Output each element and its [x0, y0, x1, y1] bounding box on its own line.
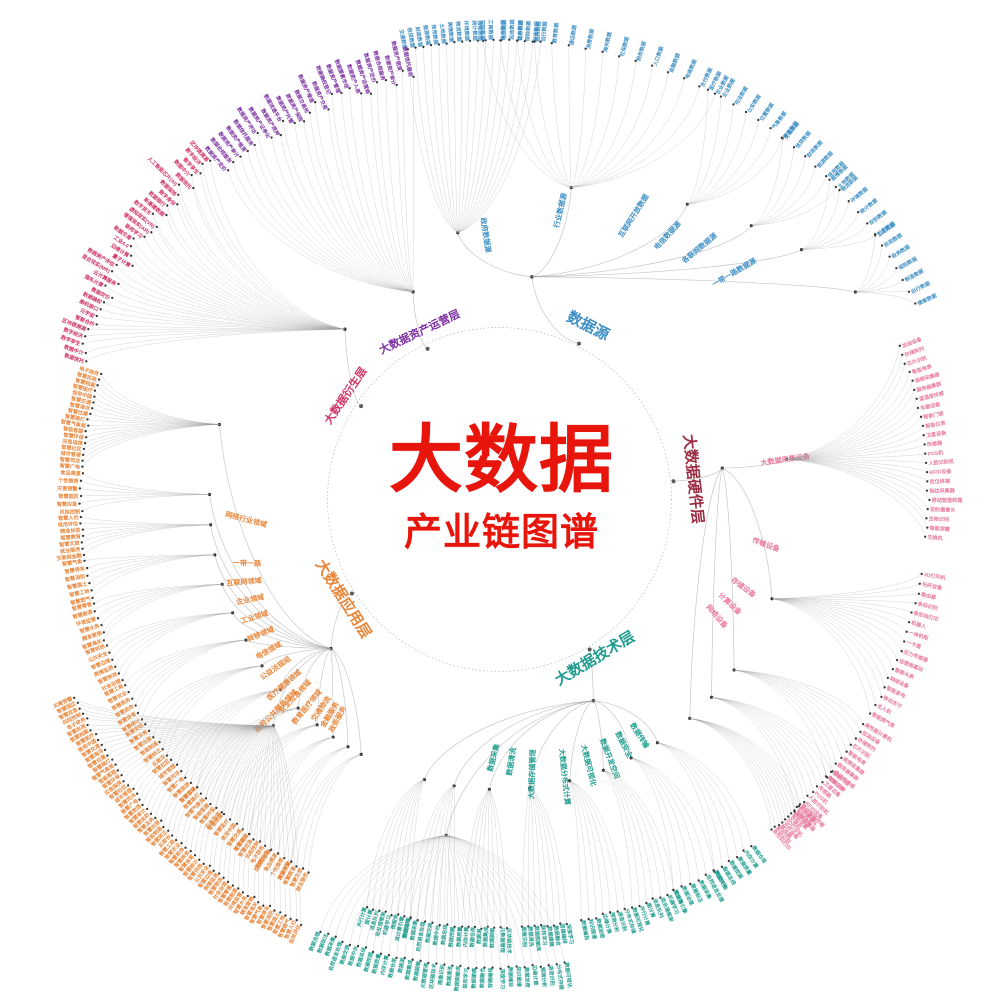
svg-text:个性推荐: 个性推荐 [57, 477, 79, 485]
svg-text:大数据: 大数据 [389, 418, 614, 501]
svg-text:数据建模: 数据建模 [470, 967, 478, 989]
svg-text:证券数据: 证券数据 [517, 20, 525, 41]
svg-text:数据编目: 数据编目 [507, 967, 514, 988]
svg-text:定位终端: 定位终端 [928, 478, 950, 486]
svg-text:搜索数据: 搜索数据 [476, 20, 484, 41]
svg-text:工商数据: 工商数据 [487, 19, 494, 39]
svg-text:区块链技术: 区块链技术 [505, 928, 512, 954]
svg-text:电信数据: 电信数据 [500, 20, 507, 40]
svg-text:RFID设备: RFID设备 [929, 468, 952, 476]
svg-text:保险数据: 保险数据 [524, 21, 532, 43]
svg-text:移动智能终端: 移动智能终端 [932, 497, 963, 504]
svg-text:智慧人社: 智慧人社 [58, 514, 79, 522]
svg-text:民政数据: 民政数据 [509, 19, 516, 40]
svg-text:安防摄像头: 安防摄像头 [930, 506, 956, 514]
svg-text:一带一路: 一带一路 [233, 558, 262, 568]
svg-text:交换机: 交换机 [927, 534, 944, 542]
svg-text:数据集成: 数据集成 [482, 927, 490, 948]
svg-text:智慧园区: 智慧园区 [58, 493, 78, 500]
svg-text:环境数据: 环境数据 [462, 20, 470, 41]
svg-text:灾害预警: 灾害预警 [57, 485, 78, 493]
svg-text:容器编排: 容器编排 [487, 968, 494, 989]
svg-text:智能穿戴: 智能穿戴 [929, 525, 950, 533]
svg-text:数据脱敏: 数据脱敏 [489, 927, 496, 948]
svg-text:数据融合: 数据融合 [479, 967, 487, 988]
svg-text:联邦学习: 联邦学习 [462, 968, 470, 989]
svg-text:元数据管理: 元数据管理 [499, 927, 506, 953]
svg-text:数据加密: 数据加密 [523, 967, 531, 988]
svg-text:知识图谱: 知识图谱 [515, 966, 523, 987]
svg-text:智慧应急: 智慧应急 [57, 501, 77, 508]
svg-text:深度学习: 深度学习 [499, 969, 506, 989]
svg-text:产业链图谱: 产业链图谱 [404, 512, 599, 554]
svg-text:食品溯源: 食品溯源 [60, 469, 82, 477]
svg-text:图像识别: 图像识别 [520, 926, 528, 947]
svg-text:生物识别: 生物识别 [929, 515, 950, 523]
svg-text:指纹采集器: 指纹采集器 [929, 487, 956, 495]
svg-text:大数据存储管理: 大数据存储管理 [527, 748, 538, 799]
